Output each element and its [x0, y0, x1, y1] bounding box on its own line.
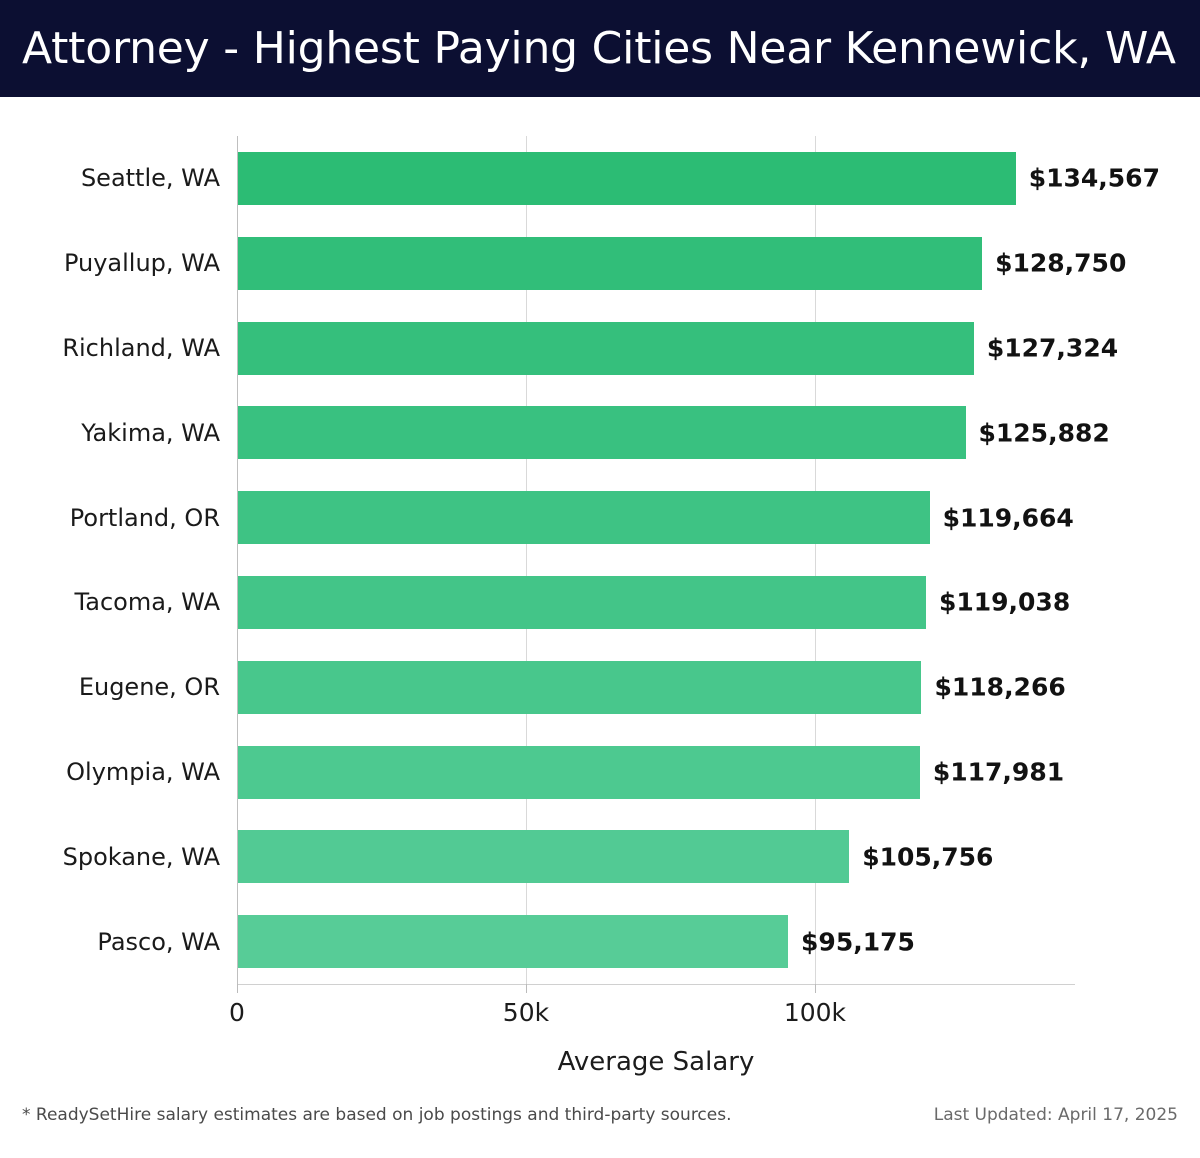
bar-row[interactable]: $125,882	[237, 390, 1110, 475]
y-axis-label-tacoma-wa: Tacoma, WA	[20, 560, 220, 645]
bar-value-label: $119,038	[938, 587, 1071, 617]
bar-row[interactable]: $128,750	[237, 221, 1126, 306]
footer: * ReadySetHire salary estimates are base…	[0, 1105, 1200, 1145]
bar-value-label: $125,882	[978, 418, 1110, 448]
category-label-text: Eugene, OR	[78, 673, 220, 702]
y-axis-label-puyallup-wa: Puyallup, WA	[20, 221, 220, 306]
y-axis-label-pasco-wa: Pasco, WA	[20, 899, 220, 984]
x-tick-label: 0	[229, 998, 245, 1027]
bar-value-label: $119,664	[942, 503, 1074, 533]
plot-area: $134,567 $128,750 $127,324 $125,882 $119,664…	[229, 136, 1160, 1027]
category-label-text: Olympia, WA	[66, 757, 220, 786]
page-title: Attorney - Highest Paying Cities Near Ke…	[22, 23, 1176, 74]
y-axis-label-yakima-wa: Yakima, WA	[20, 390, 220, 475]
bar-value-label: $117,981	[932, 757, 1065, 787]
bar-row[interactable]: $105,756	[237, 814, 1075, 899]
bar[interactable]	[238, 660, 922, 714]
bar[interactable]	[238, 491, 930, 545]
bar-row[interactable]: $127,324	[237, 306, 1118, 391]
category-label-text: Spokane, WA	[62, 842, 220, 871]
bar-value-label: $95,175	[801, 927, 915, 957]
y-axis-label-olympia-wa: Olympia, WA	[20, 730, 220, 815]
bar-row[interactable]: $119,038	[237, 560, 1075, 645]
bar-value-label: $105,756	[862, 842, 994, 872]
x-tick-mark	[814, 984, 816, 993]
gridline	[525, 136, 527, 984]
footer-last-updated: Last Updated: April 17, 2025	[933, 1105, 1178, 1125]
bar[interactable]	[238, 236, 983, 290]
category-label-text: Portland, OR	[69, 503, 220, 532]
x-tick-label: 100k	[783, 998, 847, 1027]
x-axis-title: Average Salary	[557, 1047, 755, 1077]
x-tick-mark	[237, 984, 238, 993]
category-label-text: Seattle, WA	[80, 164, 220, 193]
y-axis-label-eugene-or: Eugene, OR	[20, 645, 220, 730]
y-axis-label-spokane-wa: Spokane, WA	[20, 814, 220, 899]
bar-row[interactable]: $117,981	[237, 730, 1075, 815]
title-bar: Attorney - Highest Paying Cities Near Ke…	[0, 0, 1200, 97]
bar[interactable]	[238, 745, 920, 799]
bar[interactable]	[238, 406, 966, 460]
bar-value-label: $128,750	[995, 248, 1127, 278]
bar[interactable]	[238, 915, 789, 969]
y-axis-label-portland-or: Portland, OR	[20, 475, 220, 560]
bar-row[interactable]: $119,664	[237, 475, 1075, 560]
bar-row[interactable]: $118,266	[237, 645, 1075, 730]
y-axis-label-richland-wa: Richland, WA	[20, 306, 220, 391]
x-tick-label: 50k	[502, 998, 550, 1027]
y-axis-label-seattle-wa: Seattle, WA	[20, 136, 220, 221]
gridline	[814, 136, 816, 984]
x-tick-mark	[525, 984, 527, 993]
category-label-text: Pasco, WA	[97, 927, 220, 956]
category-label-text: Richland, WA	[62, 333, 220, 362]
y-axis-line	[237, 136, 238, 984]
chart-canvas: Seattle, WA Puyallup, WA Richland, WA Yakim…	[0, 97, 1200, 1087]
bar[interactable]	[238, 152, 1016, 205]
footer-disclaimer: * ReadySetHire salary estimates are base…	[22, 1105, 732, 1125]
bar-row[interactable]: $95,175	[237, 899, 1075, 984]
category-label-text: Yakima, WA	[81, 418, 220, 447]
bar[interactable]	[238, 576, 926, 629]
category-label-text: Tacoma, WA	[74, 588, 220, 617]
bar[interactable]	[238, 321, 974, 375]
bar-value-label: $127,324	[986, 333, 1119, 363]
category-label-text: Puyallup, WA	[63, 249, 220, 278]
bar[interactable]	[238, 830, 850, 884]
bar-row[interactable]: $134,567	[237, 136, 1160, 221]
x-axis-line	[237, 984, 1075, 985]
bar-value-label: $134,567	[1028, 163, 1160, 193]
bar-value-label: $118,266	[934, 672, 1066, 702]
